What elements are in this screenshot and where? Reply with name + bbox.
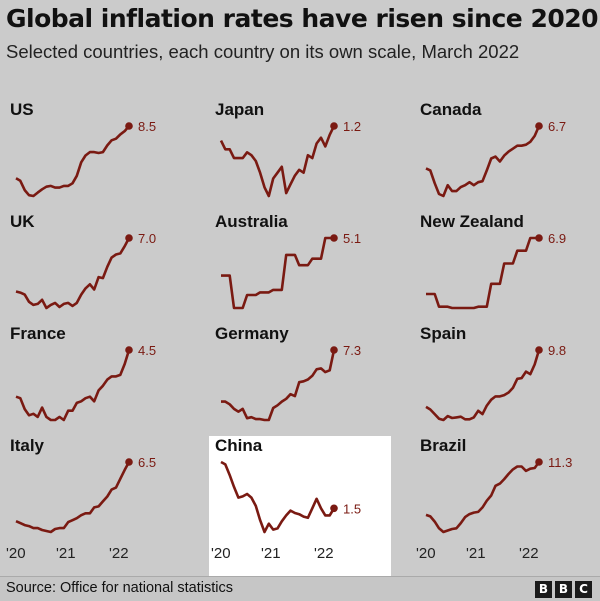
series-line xyxy=(221,349,336,422)
bbc-logo-letter: C xyxy=(575,581,592,598)
panel-country-name: Australia xyxy=(215,212,288,231)
series-line xyxy=(15,461,131,534)
panel-us: US 8.5 xyxy=(4,100,186,212)
series-end-point xyxy=(535,346,543,354)
panel-country-name: Brazil xyxy=(420,436,467,455)
bbc-logo-letter: B xyxy=(535,581,552,598)
series-chart: 11.3 xyxy=(425,455,572,534)
series-end-label: 1.5 xyxy=(343,501,361,516)
series-line xyxy=(219,125,336,198)
series-end-label: 7.3 xyxy=(343,343,361,358)
bbc-logo-letter: B xyxy=(555,581,572,598)
series-end-point xyxy=(330,122,338,130)
series-chart: 8.5 xyxy=(15,119,156,198)
panel-country-name: Canada xyxy=(420,100,482,119)
panel-country-name: Japan xyxy=(215,100,265,119)
panel-country-name: US xyxy=(10,100,34,119)
panel-uk: UK 7.0 xyxy=(4,212,186,324)
panel-brazil: Brazil 11.3 xyxy=(414,436,596,548)
panel-country-name: France xyxy=(10,324,66,343)
series-end-point xyxy=(330,504,338,513)
series-end-label: 9.8 xyxy=(548,343,566,358)
x-tick-label: '22 xyxy=(314,545,334,562)
x-tick-label: '21 xyxy=(466,545,486,562)
series-chart: 1.5 xyxy=(220,460,361,534)
series-chart: 6.9 xyxy=(426,231,566,310)
series-chart: 7.0 xyxy=(15,231,156,310)
series-end-point xyxy=(125,346,133,354)
series-line xyxy=(425,125,541,198)
series-end-label: 6.7 xyxy=(548,119,566,134)
panel-country-name: New Zealand xyxy=(420,212,524,231)
series-end-label: 1.2 xyxy=(343,119,361,134)
series-chart: 9.8 xyxy=(425,343,566,422)
series-chart: 7.3 xyxy=(221,343,361,422)
series-end-point xyxy=(535,122,543,130)
series-end-label: 4.5 xyxy=(138,343,156,358)
series-end-point xyxy=(125,234,133,242)
panel-country-name: Spain xyxy=(420,324,467,343)
panel-france: France 4.5 xyxy=(4,324,186,436)
bbc-logo: B B C xyxy=(535,581,592,598)
x-tick-label: '22 xyxy=(109,545,129,562)
series-end-label: 6.9 xyxy=(548,231,566,246)
x-tick-label: '21 xyxy=(261,545,281,562)
series-line xyxy=(221,236,334,310)
series-end-point xyxy=(125,458,133,466)
chart-title: Global inflation rates have risen since … xyxy=(6,4,599,33)
series-line xyxy=(425,349,541,422)
series-line xyxy=(15,349,131,422)
panel-country-name: China xyxy=(215,436,263,455)
panel-china: China 1.5 xyxy=(209,436,391,582)
x-tick-label: '21 xyxy=(56,545,76,562)
panel-new-zealand: New Zealand 6.9 xyxy=(414,212,596,324)
panel-country-name: UK xyxy=(10,212,35,231)
series-end-label: 5.1 xyxy=(343,231,361,246)
series-end-label: 6.5 xyxy=(138,455,156,470)
panel-australia: Australia 5.1 xyxy=(209,212,391,324)
panel-spain: Spain 9.8 xyxy=(414,324,596,436)
series-end-label: 7.0 xyxy=(138,231,156,246)
series-end-point xyxy=(535,234,543,242)
x-tick-label: '20 xyxy=(211,545,231,562)
series-end-label: 8.5 xyxy=(138,119,156,134)
series-line xyxy=(426,236,539,310)
series-line xyxy=(15,237,131,310)
panel-germany: Germany 7.3 xyxy=(209,324,391,436)
series-line xyxy=(425,461,541,534)
series-end-label: 11.3 xyxy=(548,455,572,470)
x-tick-label: '22 xyxy=(519,545,539,562)
panel-japan: Japan 1.2 xyxy=(209,100,391,212)
series-line xyxy=(220,460,336,534)
source-note: Source: Office for national statistics xyxy=(6,580,234,596)
footer: Source: Office for national statistics B… xyxy=(0,576,600,601)
panel-country-name: Germany xyxy=(215,324,289,343)
x-tick-label: '20 xyxy=(6,545,26,562)
x-tick-label: '20 xyxy=(416,545,436,562)
series-chart: 6.5 xyxy=(15,455,156,534)
panel-italy: Italy 6.5 xyxy=(4,436,186,548)
panel-canada: Canada 6.7 xyxy=(414,100,596,212)
panel-country-name: Italy xyxy=(10,436,45,455)
series-chart: 6.7 xyxy=(425,119,566,198)
series-chart: 1.2 xyxy=(219,119,361,198)
series-chart: 5.1 xyxy=(221,231,361,310)
series-chart: 4.5 xyxy=(15,343,156,422)
series-end-point xyxy=(125,122,133,130)
series-end-point xyxy=(330,346,338,354)
chart-subtitle: Selected countries, each country on its … xyxy=(6,41,520,62)
series-line xyxy=(15,125,130,198)
series-end-point xyxy=(330,234,338,242)
series-end-point xyxy=(535,458,543,466)
